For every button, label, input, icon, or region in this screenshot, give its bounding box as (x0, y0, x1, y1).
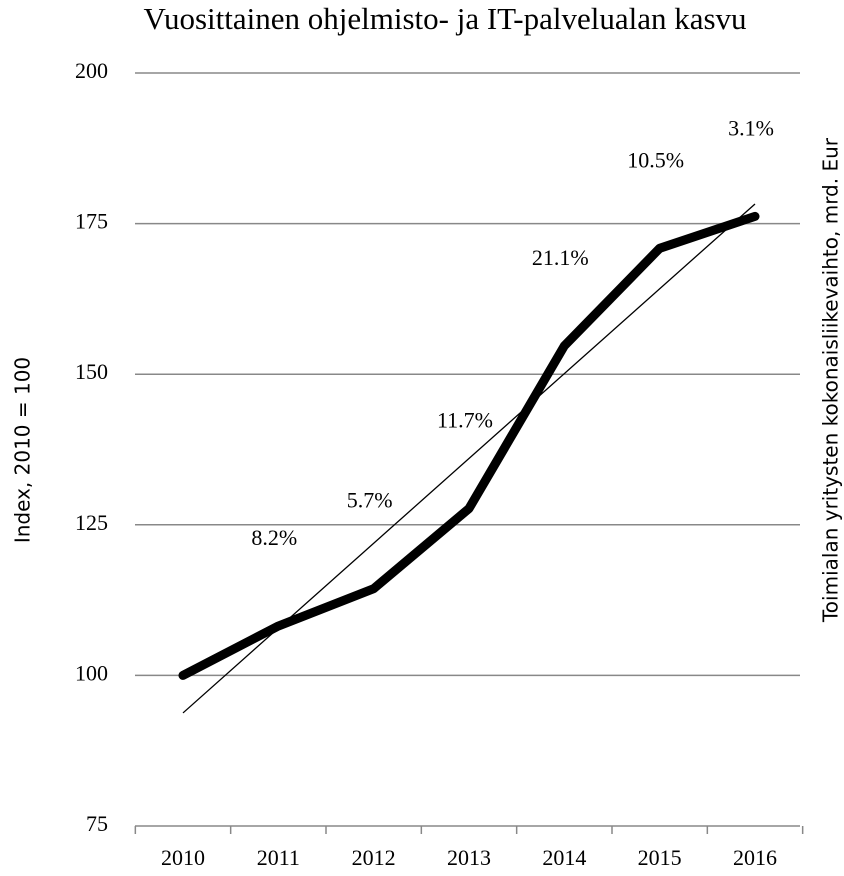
y-tick-label: 150 (75, 359, 108, 384)
chart-title: Vuosittainen ohjelmisto- ja IT-palvelual… (143, 1, 746, 36)
x-tick-label: 2016 (733, 845, 777, 870)
y-tick-label: 100 (75, 660, 108, 685)
annotation: 3.1% (728, 115, 774, 140)
x-tick-label: 2011 (257, 845, 300, 870)
annotation: 8.2% (251, 525, 297, 550)
y-axis-title: Index, 2010 = 100 (11, 357, 35, 543)
x-tick-label: 2013 (447, 845, 491, 870)
y-tick-label: 200 (75, 58, 108, 83)
y-tick-label: 125 (75, 510, 108, 535)
y-tick-label: 75 (86, 811, 108, 836)
x-tick-label: 2015 (638, 845, 682, 870)
data-line (178, 211, 760, 680)
y-tick-label: 175 (75, 209, 108, 234)
annotation: 10.5% (627, 147, 684, 172)
annotation: 21.1% (532, 245, 589, 270)
x-tick-label: 2012 (352, 845, 396, 870)
annotation: 5.7% (347, 488, 393, 513)
trendline (182, 203, 756, 714)
annotation: 11.7% (437, 408, 493, 433)
x-tick-label: 2010 (161, 845, 205, 870)
y2-axis-title: Toimialan yritysten kokonaisliikevaihto,… (819, 137, 843, 623)
x-tick-label: 2014 (542, 845, 586, 870)
